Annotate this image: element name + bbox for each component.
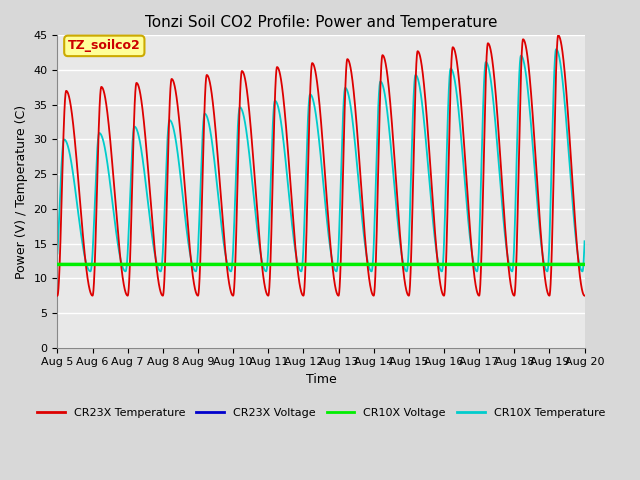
CR10X Temperature — [161, 207, 168, 213]
CR23X Temperature — [54, 293, 61, 299]
CR23X Voltage — [468, 262, 476, 267]
CR10X Temperature — [579, 267, 587, 273]
CR10X Voltage — [579, 262, 586, 267]
CR23X Temperature — [554, 33, 562, 38]
CR23X Temperature — [394, 199, 401, 204]
CR23X Temperature — [580, 293, 588, 299]
CR23X Voltage — [161, 262, 168, 267]
X-axis label: Time: Time — [306, 373, 337, 386]
CR10X Voltage — [166, 262, 174, 267]
CR10X Voltage — [161, 262, 168, 267]
CR10X Voltage — [468, 262, 476, 267]
CR10X Temperature — [251, 204, 259, 209]
CR23X Temperature — [251, 176, 259, 181]
CR10X Temperature — [468, 253, 476, 259]
CR23X Temperature — [579, 290, 587, 296]
CR10X Temperature — [552, 47, 560, 52]
CR23X Voltage — [394, 262, 401, 267]
CR10X Voltage — [54, 262, 61, 267]
CR23X Temperature — [166, 91, 174, 96]
CR10X Temperature — [394, 216, 401, 222]
CR23X Voltage — [580, 262, 588, 267]
Y-axis label: Power (V) / Temperature (C): Power (V) / Temperature (C) — [15, 105, 28, 278]
CR10X Temperature — [54, 251, 61, 256]
CR10X Temperature — [579, 268, 586, 274]
CR23X Voltage — [166, 262, 174, 267]
CR23X Temperature — [468, 254, 476, 260]
Line: CR23X Temperature: CR23X Temperature — [58, 36, 584, 296]
Text: TZ_soilco2: TZ_soilco2 — [68, 39, 141, 52]
CR23X Voltage — [579, 262, 586, 267]
CR10X Voltage — [580, 262, 588, 267]
CR23X Voltage — [251, 262, 259, 267]
CR23X Voltage — [54, 262, 61, 267]
CR23X Temperature — [161, 272, 168, 277]
Title: Tonzi Soil CO2 Profile: Power and Temperature: Tonzi Soil CO2 Profile: Power and Temper… — [145, 15, 497, 30]
Line: CR10X Temperature: CR10X Temperature — [58, 49, 584, 271]
CR10X Temperature — [166, 118, 174, 123]
CR10X Temperature — [580, 239, 588, 244]
CR10X Voltage — [251, 262, 259, 267]
CR10X Voltage — [394, 262, 401, 267]
Legend: CR23X Temperature, CR23X Voltage, CR10X Voltage, CR10X Temperature: CR23X Temperature, CR23X Voltage, CR10X … — [33, 403, 609, 422]
